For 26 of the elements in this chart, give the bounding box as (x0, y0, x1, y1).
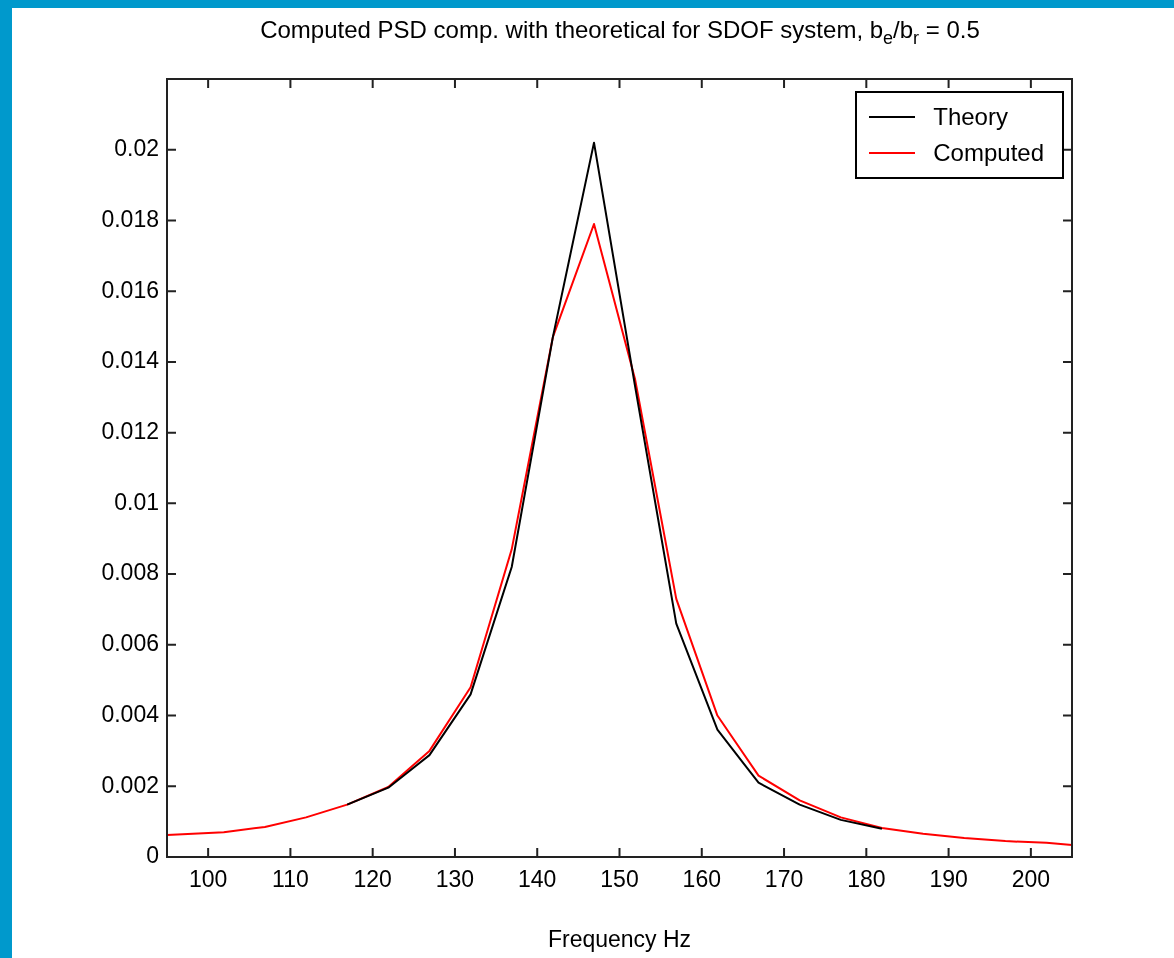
chart-title: Computed PSD comp. with theoretical for SDOF system, b$_{e}$/b$_{r}$ = 0.5 (259, 16, 981, 49)
y-tick-label: 0.01 (114, 488, 159, 515)
legend-label: Computed (933, 138, 1044, 168)
legend-label: Theory (933, 102, 1008, 132)
x-tick-label: 180 (847, 866, 886, 893)
y-tick-label: 0.014 (101, 347, 160, 374)
x-axis-title: Frequency Hz (547, 925, 692, 952)
x-tick-label: 170 (764, 866, 804, 893)
x-tick-label: 110 (272, 866, 309, 893)
x-tick-label: 200 (1011, 866, 1051, 893)
x-tick-label: 140 (518, 866, 557, 893)
x-tick-label: 150 (600, 866, 639, 893)
y-tick-label: 0.008 (101, 559, 159, 586)
x-tick-label: 160 (682, 866, 721, 893)
x-tick-label: 130 (435, 866, 475, 893)
x-tick-label: 190 (929, 866, 968, 893)
y-tick-label: 0.02 (114, 135, 159, 162)
x-tick-label: 120 (353, 866, 392, 893)
y-tick-label: 0.012 (101, 417, 159, 444)
x-tick-label: 100 (188, 866, 228, 893)
y-tick-label: 0.002 (101, 771, 159, 798)
y-tick-label: 0.006 (101, 630, 159, 657)
y-tick-label: 0.004 (101, 700, 160, 727)
y-tick-label: 0 (146, 842, 159, 869)
y-tick-label: 0.016 (101, 276, 159, 303)
y-tick-label: 0.018 (101, 205, 159, 232)
